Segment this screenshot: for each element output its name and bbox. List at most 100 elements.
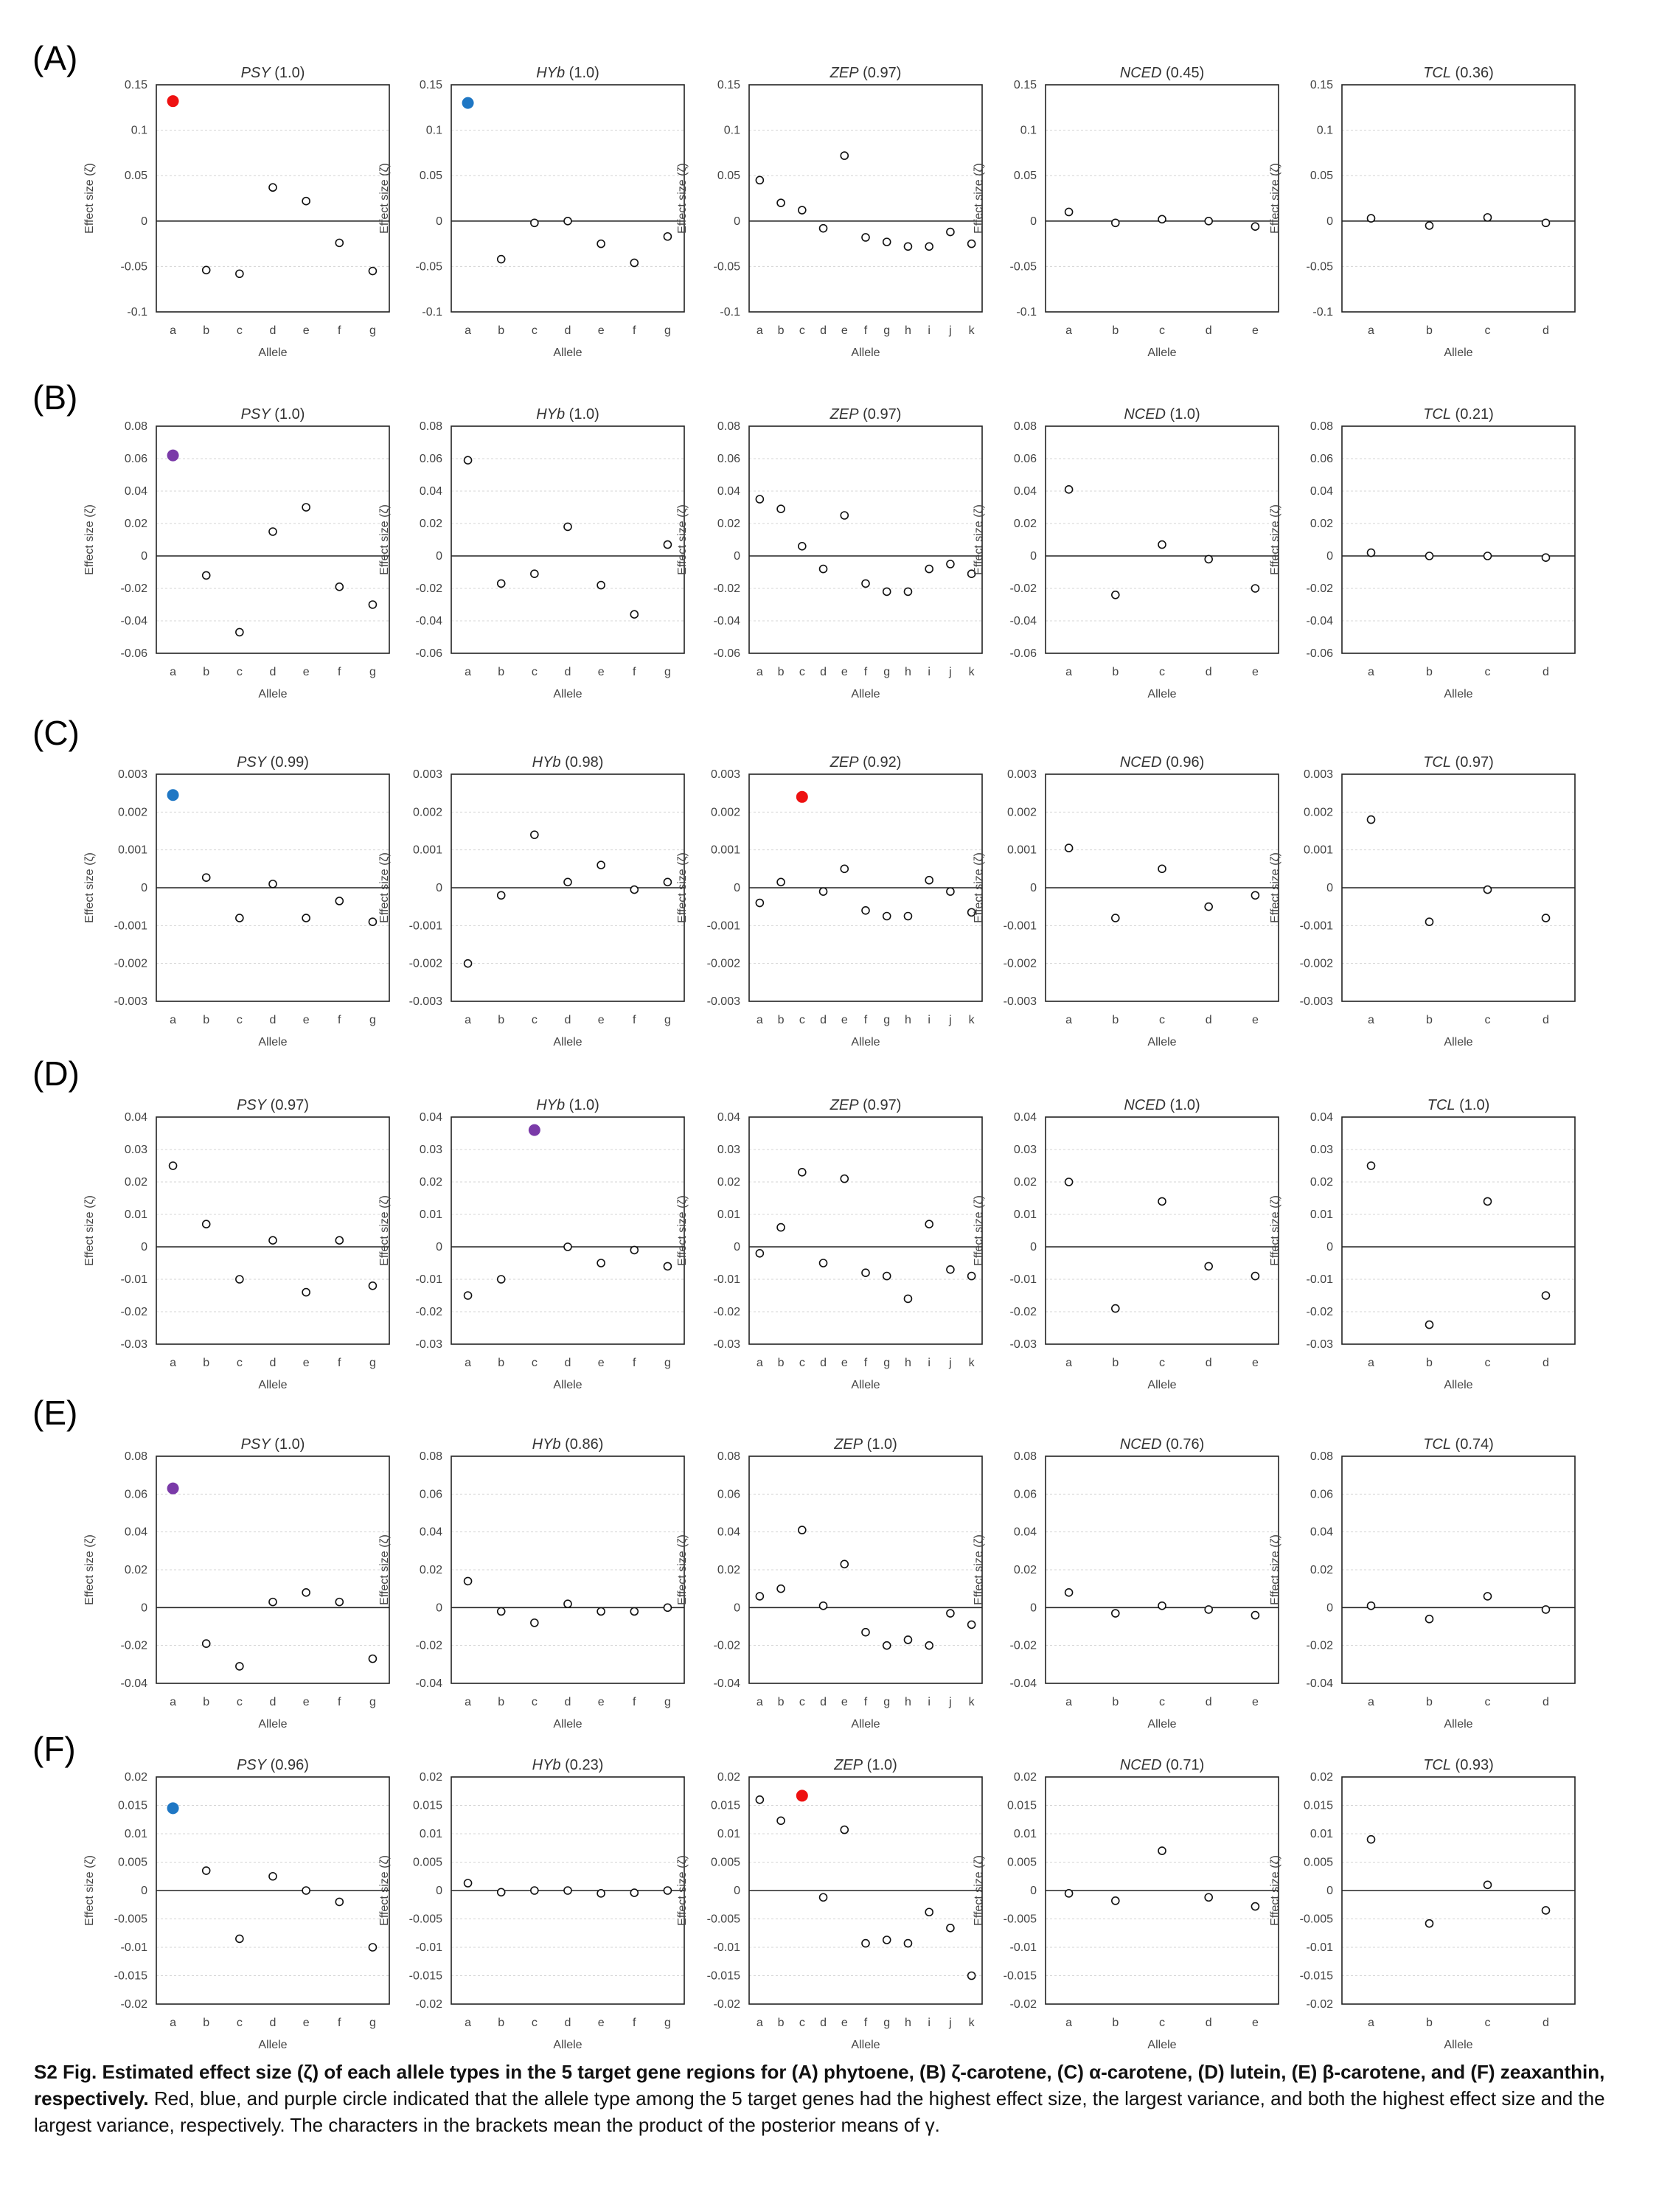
y-tick-label: -0.02	[416, 1306, 443, 1318]
data-point	[925, 1641, 933, 1650]
x-tick-label: g	[369, 2017, 376, 2029]
x-tick-label: a	[757, 2017, 763, 2029]
data-point	[368, 1281, 378, 1290]
data-point	[967, 569, 976, 579]
x-tick-label: c	[1159, 2017, 1165, 2029]
panel-row: (A) PSY (1.0) 0.15 0.1 0.05 0 -0.05 -0.1 Effect …	[32, 39, 1576, 359]
gene-name: TCL	[1423, 406, 1451, 422]
y-tick-label: 0.02	[1310, 1176, 1333, 1189]
y-tick-label: 0	[141, 1601, 147, 1614]
plot-title: HYb (1.0)	[536, 65, 599, 81]
data-point	[1111, 1609, 1120, 1618]
data-point	[463, 456, 473, 465]
data-point	[268, 1236, 277, 1245]
data-point	[967, 1271, 976, 1281]
y-tick-label: 0.04	[1014, 1526, 1037, 1539]
plot-title: ZEP (0.92)	[830, 754, 902, 771]
data-point	[1483, 1592, 1492, 1601]
x-axis-label: Allele	[1444, 1718, 1472, 1731]
y-tick-label: -0.02	[416, 1998, 443, 2011]
posterior-score: (1.0)	[863, 1757, 897, 1773]
x-tick-label: c	[532, 1696, 538, 1708]
data-point	[1158, 1197, 1166, 1206]
plot-title: ZEP (1.0)	[833, 1436, 897, 1453]
data-point	[776, 1816, 785, 1826]
data-point	[1111, 590, 1120, 599]
y-tick-label: 0.02	[420, 1176, 442, 1189]
y-tick-label: -0.02	[714, 582, 741, 595]
data-point	[1366, 1834, 1376, 1844]
x-tick-label: c	[237, 1014, 243, 1026]
x-tick-label: e	[1252, 1696, 1259, 1708]
x-tick-label: g	[664, 666, 671, 678]
y-tick-label: 0.03	[1310, 1144, 1333, 1156]
y-tick-label: -0.001	[1004, 919, 1037, 932]
data-point	[201, 1639, 211, 1648]
plot-title: ZEP (0.97)	[830, 1097, 902, 1113]
data-point	[1064, 844, 1074, 852]
data-point	[840, 511, 849, 520]
x-axis-label: Allele	[553, 688, 582, 700]
plot-title: TCL (0.93)	[1423, 1757, 1494, 1773]
x-tick-label: k	[969, 1014, 975, 1026]
data-point	[840, 1559, 849, 1569]
plot-title: TCL (0.74)	[1423, 1436, 1494, 1453]
y-axis-label: Effect size (ζ)	[378, 1534, 391, 1605]
y-tick-label: -0.1	[1016, 306, 1037, 319]
y-axis-label: Effect size (ζ)	[1269, 1855, 1281, 1926]
y-tick-label: 0.01	[1310, 1208, 1333, 1221]
y-tick-label: -0.003	[114, 995, 147, 1008]
plot-title: HYb (0.98)	[532, 754, 604, 771]
y-tick-label: 0	[1030, 1241, 1037, 1253]
figure: (A) PSY (1.0) 0.15 0.1 0.05 0 -0.05 -0.1 Effect …	[32, 39, 1576, 2050]
x-tick-label: b	[203, 666, 209, 678]
y-tick-label: 0.04	[125, 1111, 147, 1124]
y-tick-label: -0.015	[409, 1970, 442, 1983]
x-tick-label: f	[864, 666, 868, 678]
y-axis-label: Effect size (ζ)	[676, 163, 689, 234]
y-tick-label: -0.04	[416, 1677, 443, 1690]
y-tick-label: -0.003	[707, 995, 740, 1008]
x-tick-label: b	[498, 666, 504, 678]
data-point	[818, 564, 828, 574]
x-tick-label: e	[841, 1014, 848, 1026]
data-point	[530, 569, 539, 579]
x-tick-label: e	[841, 2017, 848, 2029]
x-axis-label: Allele	[258, 1718, 287, 1731]
data-point	[861, 1268, 870, 1277]
caption-bold: S2 Fig. Estimated effect size (ζ) of eac…	[34, 2061, 1605, 2110]
gene-name: PSY	[237, 754, 268, 771]
plot-title: ZEP (0.97)	[830, 65, 902, 81]
plot-title: PSY (0.99)	[237, 754, 309, 771]
x-axis-label: Allele	[553, 1036, 582, 1048]
data-point	[1541, 1291, 1551, 1300]
data-point	[1541, 914, 1551, 922]
x-tick-label: b	[498, 324, 504, 337]
plot-title: TCL (0.21)	[1423, 406, 1494, 422]
x-tick-label: f	[338, 666, 341, 678]
posterior-score: (1.0)	[565, 406, 599, 422]
data-point	[1064, 1178, 1074, 1186]
scatter-plot: PSY (1.0) 0.08 0.06 0.04 0.02 0 -0.02 -0.04 Effe…	[83, 1436, 390, 1731]
x-tick-label: c	[237, 1696, 243, 1708]
y-tick-label: 0.03	[420, 1144, 442, 1156]
data-point	[818, 223, 828, 233]
y-tick-label: 0.005	[1304, 1857, 1333, 1869]
data-point	[840, 1174, 849, 1183]
scatter-plot: HYb (0.86) 0.08 0.06 0.04 0.02 0 -0.02 -0.04 Eff…	[378, 1436, 685, 1731]
x-tick-label: b	[1112, 1357, 1119, 1369]
y-tick-label: 0.06	[125, 453, 147, 465]
y-tick-label: 0.005	[1007, 1857, 1037, 1869]
posterior-score: (0.23)	[561, 1757, 604, 1773]
x-tick-label: k	[969, 666, 975, 678]
x-axis-label: Allele	[1147, 347, 1176, 359]
x-tick-label: c	[1485, 1014, 1491, 1026]
y-tick-label: 0.003	[413, 768, 442, 781]
y-tick-label: -0.01	[121, 1273, 148, 1286]
data-point	[818, 887, 828, 896]
y-tick-label: 0	[1030, 1885, 1037, 1897]
y-tick-label: -0.05	[121, 260, 148, 273]
x-tick-label: h	[905, 1357, 911, 1369]
data-point	[1483, 1197, 1492, 1206]
scatter-plot: TCL (1.0) 0.04 0.03 0.02 0.01 0 -0.01 -0.02 -0.0…	[1269, 1097, 1576, 1391]
